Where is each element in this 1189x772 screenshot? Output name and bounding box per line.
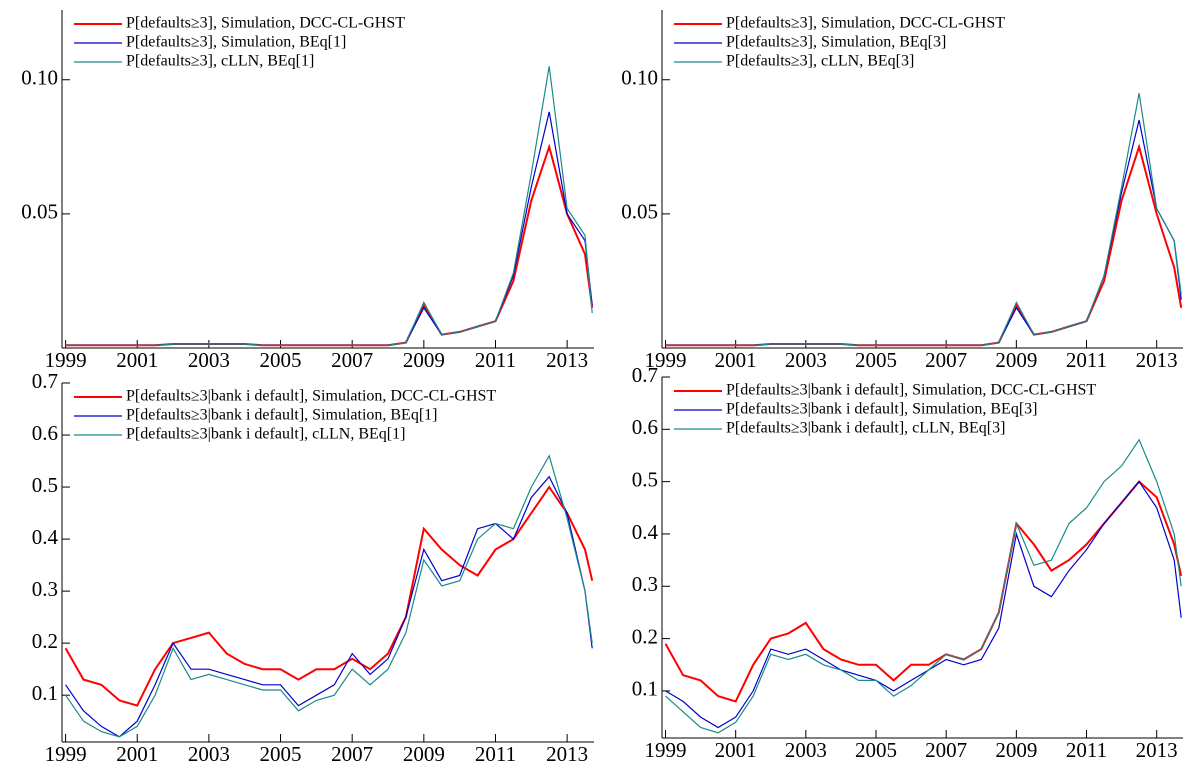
x-tick-label: 2011 <box>475 348 516 372</box>
x-tick-label: 2009 <box>403 742 445 766</box>
x-tick-label: 1999 <box>45 348 87 372</box>
legend-label: P[defaults≥3], Simulation, BEq[3] <box>726 34 946 51</box>
x-tick-label: 2003 <box>785 348 827 372</box>
x-tick-label: 2007 <box>925 738 967 762</box>
x-tick-label: 2013 <box>1136 738 1178 762</box>
legend-label: P[defaults≥3], cLLN, BEq[1] <box>126 53 314 70</box>
x-tick-label: 2005 <box>855 738 897 762</box>
y-tick-label: 0.05 <box>21 200 58 224</box>
y-tick-label: 0.4 <box>32 525 59 549</box>
x-tick-label: 2007 <box>331 742 373 766</box>
series-line <box>65 454 593 738</box>
x-tick-label: 2011 <box>475 742 516 766</box>
y-tick-label: 0.4 <box>632 520 659 544</box>
y-tick-label: 0.1 <box>632 677 658 701</box>
x-tick-label: 2003 <box>188 348 230 372</box>
y-tick-label: 0.7 <box>632 363 658 387</box>
legend-label: P[defaults≥3|bank i default], Simulation… <box>726 382 1096 399</box>
series-line <box>665 93 1182 346</box>
y-tick-label: 0.05 <box>621 200 658 224</box>
x-tick-label: 2007 <box>925 348 967 372</box>
legend-label: P[defaults≥3], Simulation, BEq[1] <box>126 34 346 51</box>
x-tick-label: 2013 <box>546 742 588 766</box>
x-tick-label: 2001 <box>116 348 158 372</box>
series-line <box>665 143 1183 347</box>
legend-label: P[defaults≥3|bank i default], cLLN, BEq[… <box>726 420 1005 437</box>
y-tick-label: 0.2 <box>632 624 658 648</box>
y-tick-label: 0.5 <box>632 467 658 491</box>
x-tick-label: 2007 <box>331 348 373 372</box>
x-tick-label: 1999 <box>45 742 87 766</box>
series-line <box>65 111 593 346</box>
y-tick-label: 0.5 <box>32 473 58 497</box>
legend-label: P[defaults≥3|bank i default], cLLN, BEq[… <box>126 426 405 443</box>
y-tick-label: 0.3 <box>32 577 58 601</box>
y-tick-label: 0.10 <box>621 66 658 90</box>
y-tick-label: 0.10 <box>21 66 58 90</box>
x-tick-label: 1999 <box>645 348 687 372</box>
legend-label: P[defaults≥3|bank i default], Simulation… <box>726 401 1037 418</box>
legend-label: P[defaults≥3], cLLN, BEq[3] <box>726 53 914 70</box>
series-line <box>65 66 593 346</box>
x-tick-label: 2013 <box>546 348 588 372</box>
series-line <box>664 480 1183 703</box>
y-tick-label: 0.6 <box>32 421 58 445</box>
series-line <box>64 485 594 707</box>
x-tick-label: 2003 <box>188 742 230 766</box>
legend-label: P[defaults≥3|bank i default], Simulation… <box>126 388 496 405</box>
x-tick-label: 2001 <box>116 742 158 766</box>
x-tick-label: 2009 <box>995 348 1037 372</box>
x-tick-label: 2001 <box>715 348 757 372</box>
series-line <box>665 119 1182 346</box>
x-tick-label: 2005 <box>855 348 897 372</box>
x-tick-label: 2005 <box>260 742 302 766</box>
legend-label: P[defaults≥3], Simulation, DCC-CL-GHST <box>126 15 405 32</box>
legend-label: P[defaults≥3], Simulation, DCC-CL-GHST <box>726 15 1005 32</box>
legend-label: P[defaults≥3|bank i default], Simulation… <box>126 407 437 424</box>
y-tick-label: 0.2 <box>32 629 58 653</box>
y-tick-label: 0.6 <box>632 415 658 439</box>
x-tick-label: 2013 <box>1136 348 1178 372</box>
x-tick-label: 2009 <box>995 738 1037 762</box>
x-tick-label: 2011 <box>1066 348 1107 372</box>
x-tick-label: 2009 <box>403 348 445 372</box>
series-line <box>665 438 1182 734</box>
x-tick-label: 2001 <box>715 738 757 762</box>
y-tick-label: 0.7 <box>32 369 58 393</box>
x-tick-label: 2003 <box>785 738 827 762</box>
series-line <box>65 143 594 347</box>
y-tick-label: 0.1 <box>32 681 58 705</box>
x-tick-label: 2011 <box>1066 738 1107 762</box>
series-line <box>665 480 1182 729</box>
x-tick-label: 2005 <box>260 348 302 372</box>
series-line <box>65 475 593 738</box>
y-tick-label: 0.3 <box>632 572 658 596</box>
x-tick-label: 1999 <box>645 738 687 762</box>
